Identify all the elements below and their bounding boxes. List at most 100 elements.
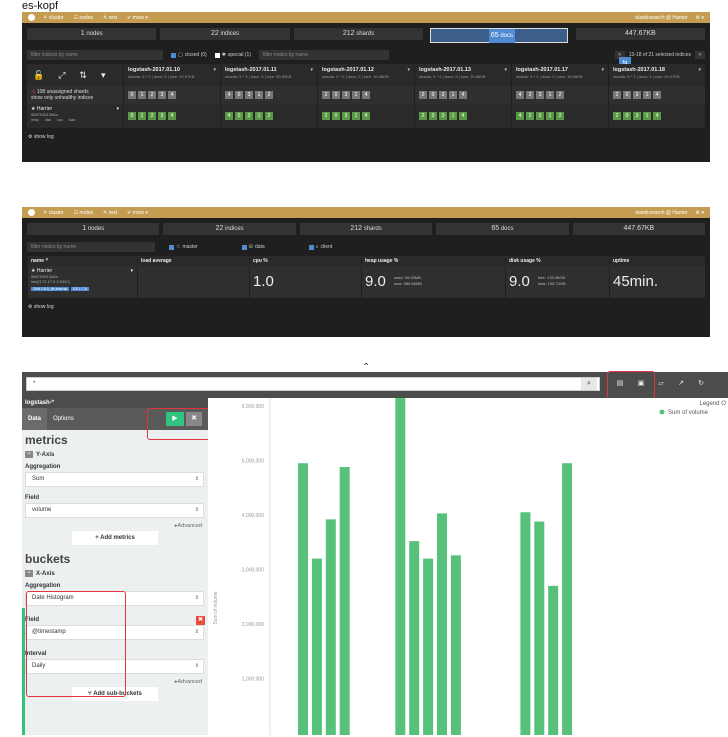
dropdown-icon[interactable]: ▾ <box>213 67 216 73</box>
shard-assigned[interactable]: 2 <box>613 112 621 120</box>
legend-title[interactable]: Legend ⭘ <box>700 400 727 407</box>
save-icon[interactable]: ▣ <box>637 380 645 387</box>
search-icon[interactable]: ⌕ <box>581 378 597 390</box>
shard-unassigned[interactable]: 1 <box>255 91 263 99</box>
aggregation-select[interactable]: Sum ⇕ <box>25 472 204 487</box>
bar[interactable] <box>534 521 545 735</box>
dropdown-icon[interactable]: ▾ <box>698 67 701 73</box>
cluster-name-link[interactable]: elasticsearch @ Harrier <box>635 209 688 216</box>
shard-unassigned[interactable]: 3 <box>245 91 253 99</box>
interval-select[interactable]: Daily ⇕ <box>25 659 204 674</box>
shard-assigned[interactable]: 0 <box>429 112 437 120</box>
shard-unassigned[interactable]: 0 <box>429 91 437 99</box>
index-header[interactable]: ▾ logstash-2017.01.11 shards: 5 * 2 | docs… <box>221 64 317 86</box>
shard-assigned[interactable]: 0 <box>332 112 340 120</box>
master-checkbox[interactable]: ☆ master <box>169 244 198 250</box>
shard-unassigned[interactable]: 1 <box>352 91 360 99</box>
dropdown-icon[interactable]: ▾ <box>504 67 507 73</box>
xaxis-header[interactable]: − X-Axis <box>22 567 208 580</box>
shard-assigned[interactable]: 4 <box>362 112 370 120</box>
shard-unassigned[interactable]: 3 <box>439 91 447 99</box>
shard-unassigned[interactable]: 0 <box>623 91 631 99</box>
shard-unassigned[interactable]: 2 <box>526 91 534 99</box>
shard-assigned[interactable]: 0 <box>235 112 243 120</box>
filter-indices-input[interactable]: filter indices by name <box>27 50 163 60</box>
shard-assigned[interactable]: 2 <box>556 112 564 120</box>
nav-rest[interactable]: ✎ rest <box>103 209 118 216</box>
bar[interactable] <box>395 386 406 735</box>
legend-series-label[interactable]: Sum of volume <box>668 410 709 416</box>
col-uptime[interactable]: uptime <box>609 258 705 264</box>
filter-nodes-input[interactable]: filter nodes by name <box>27 242 155 252</box>
shard-unassigned[interactable]: 4 <box>653 91 661 99</box>
gear-icon[interactable]: ⚙ ▾ <box>695 14 704 21</box>
collapse-icon[interactable]: − <box>25 451 33 458</box>
special-checkbox[interactable]: ✱ special (1) <box>214 52 251 58</box>
shard-unassigned[interactable]: 2 <box>556 91 564 99</box>
shard-unassigned[interactable]: 2 <box>322 91 330 99</box>
tab-options[interactable]: Options <box>53 416 74 422</box>
node-cell[interactable]: ★ Harrier ▾ 566793513d5a inet[/172.17.0.… <box>27 266 137 298</box>
new-visualization-icon[interactable]: ▤ <box>616 380 624 387</box>
dropdown-icon[interactable]: ▾ <box>310 67 313 73</box>
shard-assigned[interactable]: 4 <box>168 112 176 120</box>
index-header[interactable]: ▾ logstash-2017.01.10 shards: 5 * 2 | docs… <box>124 64 220 86</box>
index-header[interactable]: ▾ logstash-2017.01.17 shards: 5 * 2 | docs… <box>512 64 608 86</box>
show-log-toggle[interactable]: ⚙ show log <box>28 134 54 140</box>
nav-nodes[interactable]: ☷ nodes <box>73 209 94 216</box>
show-log-toggle[interactable]: ⚙ show log <box>28 304 54 310</box>
shard-unassigned[interactable]: 1 <box>643 91 651 99</box>
open-folder-icon[interactable]: ▱ <box>658 380 664 387</box>
shard-assigned[interactable]: 2 <box>148 112 156 120</box>
shard-assigned[interactable]: 3 <box>158 112 166 120</box>
collapse-caret-icon[interactable]: ⌃ <box>362 362 371 373</box>
kopf-logo-icon[interactable] <box>28 14 35 21</box>
shard-unassigned[interactable]: 4 <box>362 91 370 99</box>
advanced-toggle[interactable]: ▸Advanced <box>174 523 202 529</box>
shard-assigned[interactable]: 2 <box>265 112 273 120</box>
refresh-icon[interactable]: ↻ <box>698 380 704 387</box>
shard-unassigned[interactable]: 2 <box>613 91 621 99</box>
bar[interactable] <box>311 558 322 735</box>
shard-assigned[interactable]: 3 <box>245 112 253 120</box>
remove-agg-icon[interactable]: ✖ <box>196 616 205 625</box>
bucket-field-select[interactable]: @timestamp ⇕ <box>25 625 204 640</box>
shard-unassigned[interactable]: 4 <box>516 91 524 99</box>
nav-cluster[interactable]: ⚘ cluster <box>43 14 64 21</box>
next-page-button[interactable]: > <box>695 51 705 59</box>
shard-assigned[interactable]: 4 <box>459 112 467 120</box>
shard-unassigned[interactable]: 3 <box>536 91 544 99</box>
shard-assigned[interactable]: 3 <box>342 112 350 120</box>
collapse-icon[interactable]: − <box>25 570 33 577</box>
nav-more[interactable]: ✔ more ▾ <box>127 209 148 216</box>
kopf-logo-icon[interactable] <box>28 209 35 216</box>
yaxis-header[interactable]: − Y-Axis <box>22 448 208 461</box>
add-sub-buckets-button[interactable]: ⑂ Add sub-buckets <box>72 687 158 701</box>
dropdown-icon[interactable]: ▾ <box>601 67 604 73</box>
nav-rest[interactable]: ✎ rest <box>103 14 118 21</box>
apply-play-icon[interactable]: ▶ <box>166 412 184 426</box>
shard-unassigned[interactable]: 0 <box>332 91 340 99</box>
query-input[interactable]: * <box>26 377 600 391</box>
cluster-name-link[interactable]: elasticsearch @ Harrier <box>635 14 688 21</box>
shard-assigned[interactable]: 1 <box>352 112 360 120</box>
bar[interactable] <box>548 585 559 735</box>
shard-unassigned[interactable]: 0 <box>128 91 136 99</box>
shard-assigned[interactable]: 1 <box>643 112 651 120</box>
shard-assigned[interactable]: 4 <box>516 112 524 120</box>
shard-assigned[interactable]: 0 <box>623 112 631 120</box>
nav-cluster[interactable]: ⚘ cluster <box>43 209 64 216</box>
unlock-icon[interactable]: 🔓 <box>33 69 45 80</box>
gear-icon[interactable]: ⚙ ▾ <box>695 209 704 216</box>
dropdown-icon[interactable]: ▾ <box>407 67 410 73</box>
shard-unassigned[interactable]: 3 <box>342 91 350 99</box>
col-heap[interactable]: heap usage % <box>361 258 505 264</box>
shard-unassigned[interactable]: 4 <box>225 91 233 99</box>
shard-assigned[interactable]: 1 <box>138 112 146 120</box>
shard-assigned[interactable]: 3 <box>633 112 641 120</box>
unhealthy-toggle[interactable]: show only unhealthy indices <box>31 95 94 101</box>
data-checkbox[interactable]: ⛁ data <box>241 244 265 250</box>
share-icon[interactable]: ↗ <box>678 380 684 387</box>
sort-az-icon[interactable]: ⇅ <box>79 69 87 80</box>
prev-page-button[interactable]: < <box>614 51 625 59</box>
